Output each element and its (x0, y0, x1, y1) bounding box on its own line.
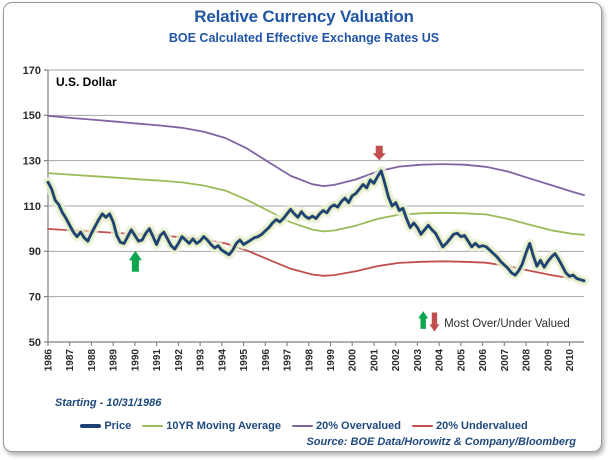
legend-item: 20% Overvalued (291, 420, 401, 432)
svg-text:2006: 2006 (478, 349, 489, 372)
svg-text:1992: 1992 (174, 349, 185, 372)
price-line (46, 169, 586, 283)
svg-text:110: 110 (23, 201, 41, 213)
svg-text:90: 90 (29, 246, 41, 258)
legend-line-swatch (411, 424, 433, 428)
legend-item-label: 20% Overvalued (315, 420, 401, 432)
starting-date-note: Starting - 10/31/1986 (55, 397, 162, 409)
svg-text:1996: 1996 (261, 349, 272, 372)
svg-text:130: 130 (23, 155, 41, 167)
note-label: Most Over/Under Valued (444, 318, 570, 330)
legend-item-label: 10YR Moving Average (166, 420, 281, 432)
series-price (43, 165, 589, 286)
svg-text:1994: 1994 (217, 349, 228, 372)
svg-text:1998: 1998 (304, 349, 315, 372)
svg-text:2001: 2001 (369, 349, 380, 372)
svg-text:2010: 2010 (565, 349, 576, 372)
legend-item: 20% Undervalued (411, 420, 528, 432)
svg-text:1989: 1989 (109, 349, 120, 372)
legend-line-swatch (291, 424, 313, 428)
svg-text:70: 70 (29, 291, 41, 303)
svg-text:1987: 1987 (65, 349, 76, 372)
legend-line-swatch (80, 424, 102, 428)
svg-text:150: 150 (23, 110, 41, 122)
svg-text:1995: 1995 (239, 349, 250, 372)
svg-text:50: 50 (29, 337, 41, 349)
note-up-arrow-icon (418, 311, 429, 329)
series-10yr-moving-average (47, 172, 585, 236)
svg-text:1997: 1997 (283, 349, 294, 372)
svg-text:1986: 1986 (44, 349, 55, 372)
svg-text:2002: 2002 (391, 349, 402, 372)
y-axis-labels: 50 70 90 110 130 150 170 (23, 65, 48, 349)
svg-text:2008: 2008 (522, 349, 533, 372)
svg-text:2007: 2007 (500, 349, 511, 372)
most-undervalued-up-arrow-icon (128, 250, 142, 272)
chart-legend: Price 10YR Moving Average 20% Overvalued 20… (0, 420, 608, 432)
svg-text:170: 170 (23, 65, 41, 77)
axis-unit-label: U.S. Dollar (56, 75, 117, 89)
svg-text:2003: 2003 (413, 349, 424, 372)
svg-text:1988: 1988 (87, 349, 98, 372)
chart-title: Relative Currency Valuation (194, 7, 414, 26)
legend-item: 10YR Moving Average (142, 420, 281, 432)
legend-item-label: Price (104, 420, 132, 432)
legend-line-swatch (142, 424, 164, 428)
svg-text:1999: 1999 (326, 349, 337, 372)
svg-text:1993: 1993 (196, 349, 207, 372)
over-under-note: Most Over/Under Valued (418, 311, 570, 332)
series-20-overvalued (47, 114, 585, 196)
most-overvalued-down-arrow-icon (372, 145, 386, 161)
svg-text:2005: 2005 (456, 349, 467, 372)
legend-item-label: 20% Undervalued (435, 420, 528, 432)
svg-text:2009: 2009 (543, 349, 554, 372)
svg-text:2000: 2000 (348, 349, 359, 372)
source-attribution: Source: BOE Data/Horowitz & Company/Bloo… (306, 436, 576, 448)
x-axis-labels: 1986 1987 1988 1989 1990 1991 1992 1993 1994 1995… (44, 342, 576, 372)
svg-text:2004: 2004 (435, 349, 446, 372)
svg-text:1990: 1990 (130, 349, 141, 372)
chart-subtitle: BOE Calculated Effective Exchange Rates … (168, 31, 440, 45)
svg-text:1991: 1991 (152, 349, 163, 372)
note-down-arrow-icon (429, 312, 440, 332)
legend-item: Price (80, 420, 131, 432)
